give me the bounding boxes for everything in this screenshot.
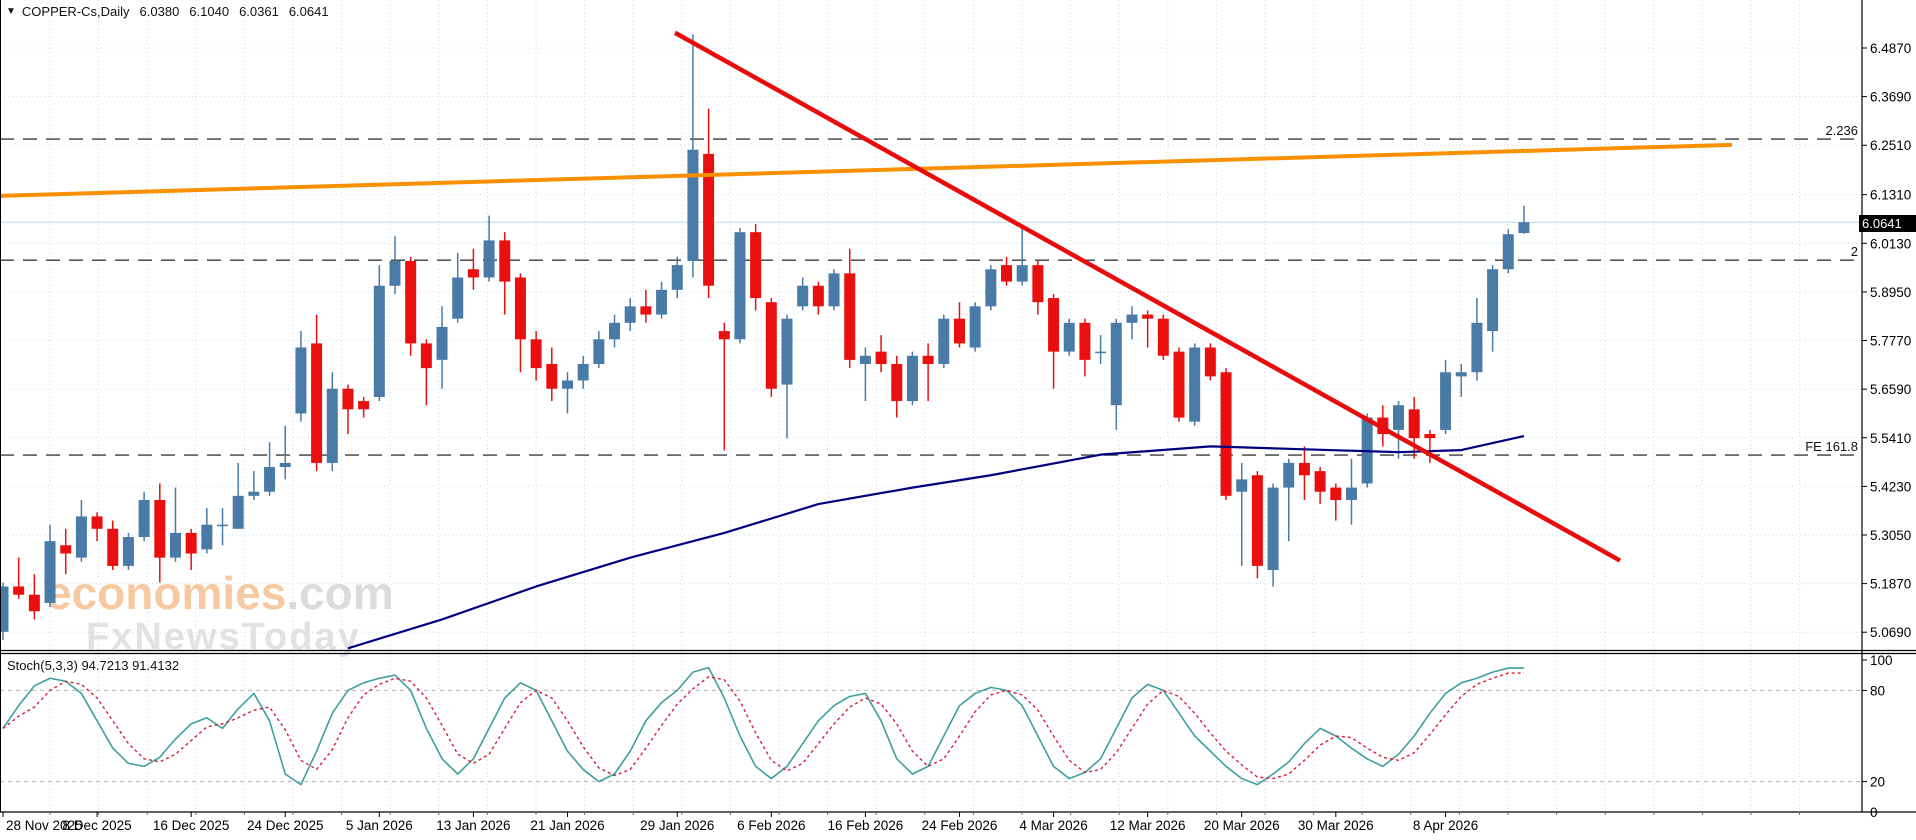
svg-text:100: 100 bbox=[1870, 653, 1893, 668]
svg-text:21 Jan 2026: 21 Jan 2026 bbox=[530, 818, 604, 833]
svg-text:8 Dec 2025: 8 Dec 2025 bbox=[63, 818, 132, 833]
svg-text:5.4230: 5.4230 bbox=[1870, 479, 1911, 494]
current-price-badge: 6.0641 bbox=[1859, 215, 1916, 232]
svg-text:6.0130: 6.0130 bbox=[1870, 236, 1911, 251]
svg-text:6.4870: 6.4870 bbox=[1870, 41, 1911, 56]
svg-text:80: 80 bbox=[1870, 683, 1885, 698]
title-low-value: 6.0361 bbox=[239, 4, 279, 19]
svg-text:16 Feb 2026: 16 Feb 2026 bbox=[827, 818, 903, 833]
watermark: economies.com FxNewsToday bbox=[46, 570, 394, 656]
svg-text:5.0690: 5.0690 bbox=[1870, 625, 1911, 640]
watermark-brand: economies bbox=[46, 567, 287, 619]
watermark-suffix: .com bbox=[286, 567, 394, 619]
svg-text:6 Feb 2026: 6 Feb 2026 bbox=[737, 818, 805, 833]
title-high-value: 6.1040 bbox=[189, 4, 230, 19]
svg-text:28 Nov 2025: 28 Nov 2025 bbox=[6, 818, 83, 833]
svg-text:30 Mar 2026: 30 Mar 2026 bbox=[1298, 818, 1374, 833]
indicator-name: Stoch(5,3,3) bbox=[7, 658, 78, 673]
svg-text:20: 20 bbox=[1870, 775, 1885, 790]
svg-text:0: 0 bbox=[1870, 805, 1878, 820]
title-open-value: 6.0380 bbox=[139, 4, 180, 19]
svg-text:24 Dec 2025: 24 Dec 2025 bbox=[247, 818, 324, 833]
svg-text:5.6590: 5.6590 bbox=[1870, 382, 1911, 397]
indicator-d-value: 91.4132 bbox=[132, 658, 180, 673]
indicator-k-value: 94.7213 bbox=[81, 658, 129, 673]
svg-text:5.7770: 5.7770 bbox=[1870, 334, 1911, 349]
svg-text:16 Dec 2025: 16 Dec 2025 bbox=[153, 818, 230, 833]
svg-text:13 Jan 2026: 13 Jan 2026 bbox=[436, 818, 510, 833]
svg-text:6.1310: 6.1310 bbox=[1870, 188, 1911, 203]
title-close-value: 6.0641 bbox=[288, 4, 329, 19]
svg-text:2: 2 bbox=[1851, 244, 1858, 259]
symbol-dropdown-icon[interactable]: ▼ bbox=[6, 6, 16, 17]
svg-text:6.3690: 6.3690 bbox=[1870, 90, 1911, 105]
symbol-period-label: COPPER-Cs,Daily bbox=[21, 4, 130, 19]
svg-text:24 Feb 2026: 24 Feb 2026 bbox=[922, 818, 998, 833]
svg-text:5.1870: 5.1870 bbox=[1870, 577, 1911, 592]
watermark-subbrand: FxNewsToday bbox=[86, 616, 361, 658]
svg-text:5.3050: 5.3050 bbox=[1870, 528, 1911, 543]
svg-text:29 Jan 2026: 29 Jan 2026 bbox=[640, 818, 714, 833]
svg-text:8 Apr 2026: 8 Apr 2026 bbox=[1413, 818, 1478, 833]
svg-text:5 Jan 2026: 5 Jan 2026 bbox=[346, 818, 413, 833]
svg-text:4 Mar 2026: 4 Mar 2026 bbox=[1019, 818, 1087, 833]
svg-text:FE 161.8: FE 161.8 bbox=[1805, 439, 1858, 454]
svg-text:2.236: 2.236 bbox=[1825, 123, 1858, 138]
svg-text:5.8950: 5.8950 bbox=[1870, 285, 1911, 300]
svg-text:20 Mar 2026: 20 Mar 2026 bbox=[1204, 818, 1280, 833]
svg-text:5.5410: 5.5410 bbox=[1870, 431, 1911, 446]
symbol-title: ▼ COPPER-Cs,Daily 6.0380 6.1040 6.0361 6… bbox=[6, 4, 329, 19]
svg-text:12 Mar 2026: 12 Mar 2026 bbox=[1110, 818, 1186, 833]
stochastic-indicator-label: Stoch(5,3,3) 94.7213 91.4132 bbox=[7, 658, 179, 673]
svg-text:6.2510: 6.2510 bbox=[1870, 138, 1911, 153]
